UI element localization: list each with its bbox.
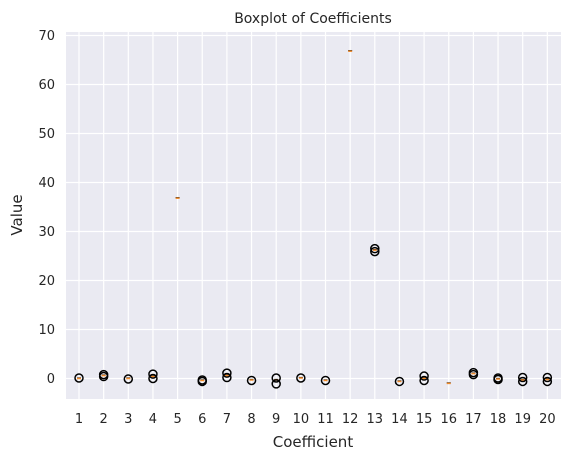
- box-2: [98, 369, 109, 382]
- x-tick-label: 18: [490, 412, 507, 427]
- x-tick-label: 9: [272, 412, 280, 427]
- flier-point: [222, 372, 232, 383]
- x-tick-label: 15: [416, 412, 433, 427]
- box-16: [446, 382, 451, 385]
- flier-point: [419, 375, 429, 386]
- y-tick-label: 20: [38, 274, 55, 289]
- y-tick-labels: 0 10 20 30 40 50 60 70: [38, 29, 55, 387]
- box-4: [148, 369, 158, 384]
- box-8: [246, 375, 257, 386]
- y-tick-label: 70: [38, 29, 55, 44]
- flier-point: [271, 373, 281, 383]
- flier-point: [197, 375, 207, 385]
- box-9: [271, 373, 281, 389]
- x-tick-label: 8: [247, 412, 255, 427]
- x-tick-label: 4: [149, 412, 157, 427]
- box-14: [394, 376, 405, 387]
- x-tick-label: 2: [100, 412, 108, 427]
- flier-point: [98, 369, 109, 380]
- y-axis-label: Value: [8, 194, 26, 235]
- flier-point: [370, 246, 380, 257]
- x-tick-label: 3: [124, 412, 132, 427]
- x-tick-label: 10: [293, 412, 310, 427]
- y-tick-label: 50: [38, 127, 55, 142]
- box-19: [517, 372, 528, 387]
- flier-point: [493, 373, 503, 383]
- x-tick-label: 20: [539, 412, 556, 427]
- y-tick-label: 0: [47, 372, 55, 387]
- box-17: [468, 367, 479, 380]
- x-axis-label: Coefficient: [273, 433, 354, 451]
- box-20: [542, 372, 553, 387]
- box-6: [197, 375, 207, 387]
- flier-point: [542, 376, 553, 387]
- x-tick-label: 7: [223, 412, 231, 427]
- x-tick-label: 17: [465, 412, 482, 427]
- box-3: [123, 374, 134, 384]
- y-tick-label: 10: [38, 323, 55, 338]
- y-tick-label: 40: [38, 176, 55, 191]
- x-tick-label: 11: [317, 412, 334, 427]
- box-marks: [74, 50, 553, 389]
- x-grid-lines: [78, 32, 548, 399]
- flier-point: [296, 373, 306, 383]
- flier-point: [246, 375, 257, 386]
- x-tick-label: 16: [440, 412, 457, 427]
- chart-title: Boxplot of Coefficients: [234, 11, 392, 27]
- box-13: [370, 243, 380, 257]
- x-tick-label: 5: [173, 412, 181, 427]
- flier-point: [370, 243, 380, 254]
- box-5: [175, 197, 180, 199]
- x-tick-label: 13: [367, 412, 384, 427]
- box-10: [296, 373, 306, 383]
- box-11: [320, 375, 331, 386]
- box-18: [493, 373, 503, 385]
- box-7: [222, 368, 232, 383]
- flier-point: [419, 371, 429, 381]
- flier-point: [517, 376, 528, 387]
- x-tick-labels: 1 2 3 4 5 6 7 8 9 10 11 12 13 14 15 16 17 18 19 20: [75, 412, 556, 427]
- flier-point: [394, 376, 405, 387]
- y-tick-label: 60: [38, 78, 55, 93]
- flier-point: [542, 372, 553, 383]
- x-tick-label: 19: [514, 412, 531, 427]
- flier-point: [74, 373, 84, 383]
- flier-point: [148, 373, 158, 384]
- x-tick-label: 12: [342, 412, 359, 427]
- x-tick-label: 1: [75, 412, 83, 427]
- flier-point: [148, 369, 158, 379]
- flier-point: [468, 367, 479, 378]
- flier-point: [222, 368, 232, 378]
- box-12: [348, 50, 353, 52]
- plot-area: [66, 32, 561, 399]
- flier-point: [271, 379, 281, 389]
- box-1: [74, 373, 84, 383]
- box-15: [419, 371, 429, 386]
- flier-point: [123, 374, 134, 384]
- y-tick-label: 30: [38, 225, 55, 240]
- x-tick-label: 14: [391, 412, 408, 427]
- x-tick-label: 6: [198, 412, 206, 427]
- y-grid-lines: [66, 34, 561, 380]
- flier-point: [517, 372, 528, 383]
- flier-point: [320, 375, 331, 386]
